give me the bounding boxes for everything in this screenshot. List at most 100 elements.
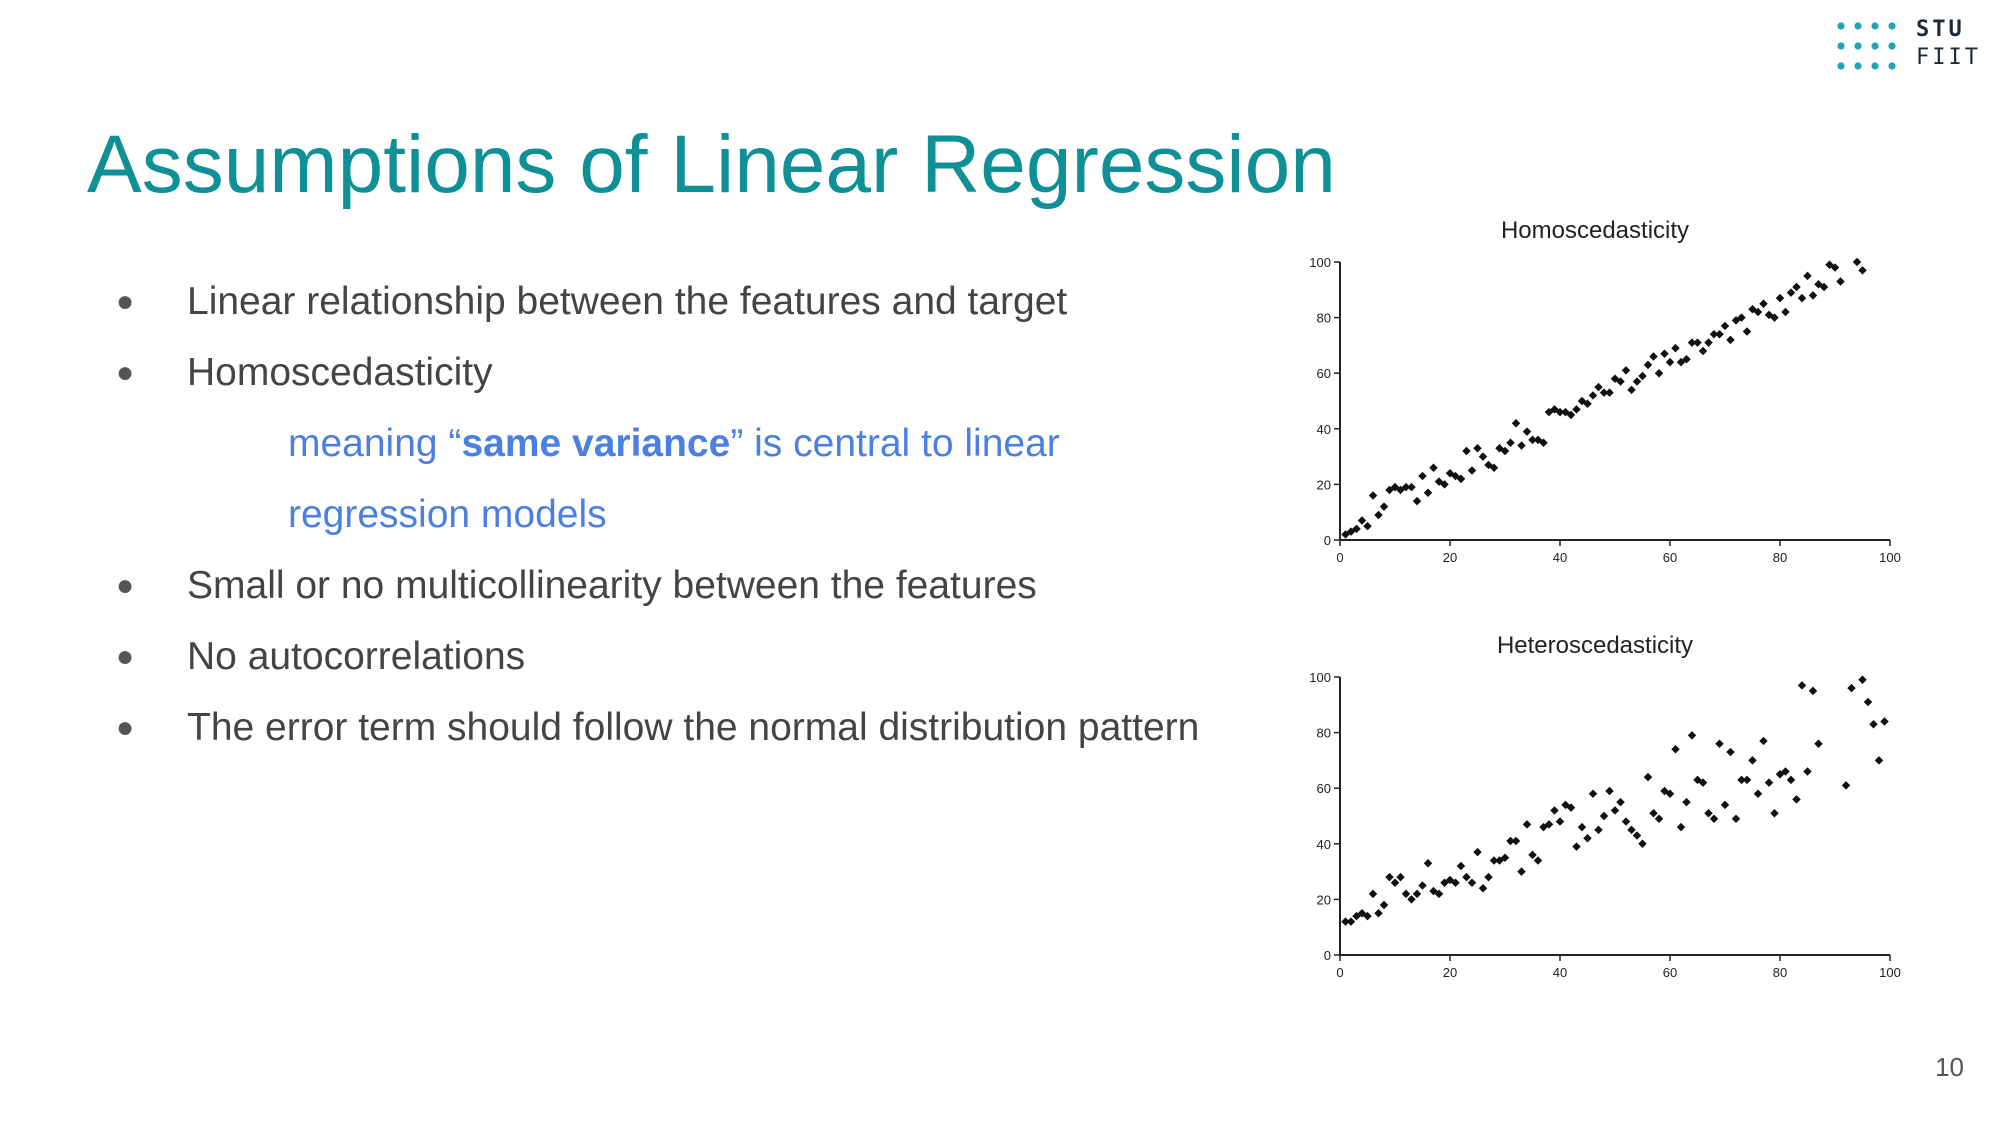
data-point <box>1632 377 1642 386</box>
data-point <box>1583 399 1592 409</box>
sub-bold: same variance <box>461 422 731 465</box>
data-point <box>1693 338 1702 347</box>
bullet-text: The error term should follow the normal … <box>187 706 1200 749</box>
chart-title: Homoscedasticity <box>1501 217 1689 244</box>
bullet-dot-icon: ● <box>116 285 135 318</box>
data-point <box>1346 917 1356 926</box>
logo-dot <box>1837 22 1845 30</box>
data-point <box>1550 806 1559 815</box>
x-tick-label: 20 <box>1443 550 1457 565</box>
data-point <box>1583 833 1592 843</box>
data-point <box>1753 789 1763 799</box>
data-point <box>1621 817 1631 826</box>
data-point <box>1803 767 1812 776</box>
data-point <box>1627 825 1636 835</box>
data-point <box>1874 756 1884 765</box>
data-point <box>1742 775 1752 785</box>
y-tick-label: 80 <box>1317 726 1331 741</box>
data-point <box>1594 382 1603 392</box>
data-point <box>1396 872 1405 882</box>
page-number: 10 <box>1935 1052 1964 1082</box>
data-point <box>1638 839 1647 849</box>
data-point <box>1814 739 1823 748</box>
bullet-item: ● Small or no multicollinearity between … <box>110 550 1220 621</box>
logo-dot <box>1854 62 1862 70</box>
bullet-dot-icon: ● <box>116 569 135 602</box>
data-point <box>1357 516 1367 525</box>
data-point <box>1654 814 1664 824</box>
homoscedasticity-chart: Homoscedasticity 0 20 40 60 80 100 0 20 40 60 80 100 <box>1270 210 1910 620</box>
data-point <box>1489 463 1499 472</box>
data-point <box>1643 360 1653 370</box>
data-point <box>1478 884 1488 893</box>
data-point <box>1649 808 1658 818</box>
data-point <box>1792 282 1801 292</box>
data-point <box>1627 385 1636 395</box>
logo-dot <box>1888 22 1896 30</box>
x-tick-label: 100 <box>1879 550 1901 565</box>
data-point <box>1687 338 1697 347</box>
data-point <box>1759 736 1768 746</box>
bullet-dot-icon: ● <box>116 711 135 744</box>
bullet-text: Homoscedasticity <box>187 351 493 394</box>
chart-title: Heteroscedasticity <box>1497 632 1693 659</box>
data-point <box>1660 349 1669 358</box>
data-point <box>1566 803 1576 812</box>
data-point <box>1847 683 1856 693</box>
data-point <box>1528 850 1537 860</box>
data-point <box>1368 491 1378 500</box>
x-tick-label: 60 <box>1663 550 1677 565</box>
data-point <box>1594 825 1603 835</box>
data-point <box>1808 291 1818 300</box>
data-point <box>1742 327 1752 336</box>
x-tick-label: 100 <box>1879 965 1901 980</box>
y-tick-label: 80 <box>1317 311 1331 326</box>
data-point <box>1632 831 1642 840</box>
data-point <box>1401 482 1411 492</box>
data-point <box>1676 822 1686 832</box>
logo-dot <box>1854 42 1862 50</box>
y-tick-label: 20 <box>1317 477 1331 492</box>
data-point <box>1566 410 1576 420</box>
data-point <box>1781 307 1790 317</box>
data-point <box>1852 257 1862 267</box>
data-point <box>1588 789 1598 799</box>
data-point <box>1456 861 1466 871</box>
data-point <box>1456 474 1466 484</box>
data-point <box>1599 388 1609 397</box>
y-tick-label: 100 <box>1309 670 1331 685</box>
y-tick-label: 100 <box>1309 255 1331 270</box>
data-point <box>1368 889 1378 899</box>
logo-line1: STU <box>1916 17 1965 42</box>
sub-suffix: ” is central to linear regression models <box>288 422 1060 536</box>
logo-dot <box>1888 62 1896 70</box>
data-point <box>1511 418 1521 428</box>
data-point <box>1720 800 1730 810</box>
data-point <box>1643 772 1653 782</box>
logo-dot <box>1837 42 1845 50</box>
data-point <box>1797 681 1807 690</box>
y-tick-label: 40 <box>1317 837 1331 852</box>
sub-point: meaning “same variance” is central to li… <box>110 408 1220 550</box>
data-point <box>1462 872 1471 882</box>
homoscedasticity-plot: Homoscedasticity 0 20 40 60 80 100 0 20 40 60 80 100 <box>1309 217 1901 565</box>
data-point <box>1407 482 1416 492</box>
x-tick-label: 80 <box>1773 965 1787 980</box>
data-point <box>1836 277 1845 286</box>
data-point <box>1440 480 1449 489</box>
data-point <box>1363 521 1372 531</box>
data-point <box>1720 321 1730 331</box>
data-point <box>1759 299 1768 308</box>
data-point <box>1506 438 1515 447</box>
data-point <box>1797 293 1807 303</box>
data-point <box>1379 900 1389 910</box>
x-tick-label: 0 <box>1336 550 1343 565</box>
data-point <box>1478 452 1488 461</box>
data-point <box>1363 911 1372 921</box>
data-point <box>1621 366 1631 375</box>
bullet-list: ● Linear relationship between the featur… <box>110 266 1220 763</box>
data-point <box>1544 820 1554 829</box>
data-point <box>1654 368 1664 378</box>
data-point <box>1616 797 1625 807</box>
y-tick-label: 60 <box>1317 781 1331 796</box>
